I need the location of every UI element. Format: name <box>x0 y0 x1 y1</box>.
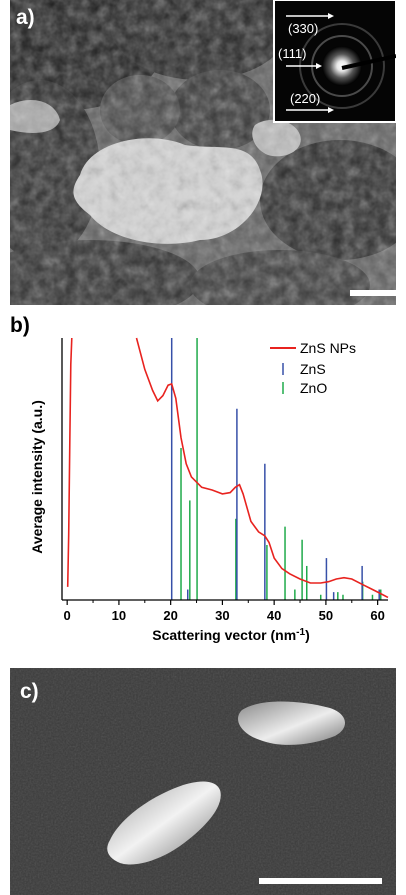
zno-reference-lines <box>180 338 382 600</box>
scattering-chart: 0 10 20 30 40 50 60 Scattering vector (nm-1) A… <box>29 337 389 643</box>
x-axis-label: Scattering vector (nm-1) <box>152 627 310 643</box>
panel-label-c: c) <box>20 680 39 703</box>
zns-nps-curve-segment <box>66 337 73 587</box>
legend-label-zno: ZnO <box>300 380 327 396</box>
x-tick-label: 30 <box>215 608 229 623</box>
legend-label-zns: ZnS <box>300 361 326 377</box>
zns-reference-lines <box>170 338 380 600</box>
x-tick-label: 50 <box>319 608 333 623</box>
sem-particle-lower <box>107 781 221 865</box>
chart-legend: ZnS NPs ZnS ZnO <box>270 340 356 396</box>
x-tick-label: 40 <box>267 608 281 623</box>
legend-label-zns-nps: ZnS NPs <box>300 340 356 356</box>
scattering-chart-panel: b) 0 10 20 30 40 50 60 Scattering vector (nm-1… <box>0 310 406 665</box>
sem-particle-upper <box>238 701 346 745</box>
zns-nps-curve-segment <box>135 337 389 599</box>
sem-scale-bar <box>259 878 382 884</box>
panel-label-a: a) <box>16 6 35 29</box>
tem-scale-bar <box>350 290 396 296</box>
tem-micrograph: (330) (111) (220) <box>10 0 396 305</box>
x-tick-label: 60 <box>370 608 384 623</box>
x-tick-label: 10 <box>112 608 126 623</box>
x-axis-ticks: 0 10 20 30 40 50 60 <box>64 600 385 623</box>
saed-inset: (330) (111) (220) <box>273 0 396 123</box>
saed-label-330: (330) <box>288 21 318 36</box>
x-tick-label: 0 <box>64 608 71 623</box>
panel-label-b: b) <box>10 314 30 337</box>
sem-image-panel: c) <box>10 668 396 895</box>
saed-label-220: (220) <box>290 91 320 106</box>
x-tick-label: 20 <box>163 608 177 623</box>
y-axis-label: Average intensity (a.u.) <box>29 400 45 554</box>
saed-label-111: (111) <box>278 46 306 61</box>
sem-micrograph <box>10 668 396 895</box>
zns-nps-curve <box>66 337 389 599</box>
tem-image-panel: (330) (111) (220) a) <box>10 0 396 305</box>
